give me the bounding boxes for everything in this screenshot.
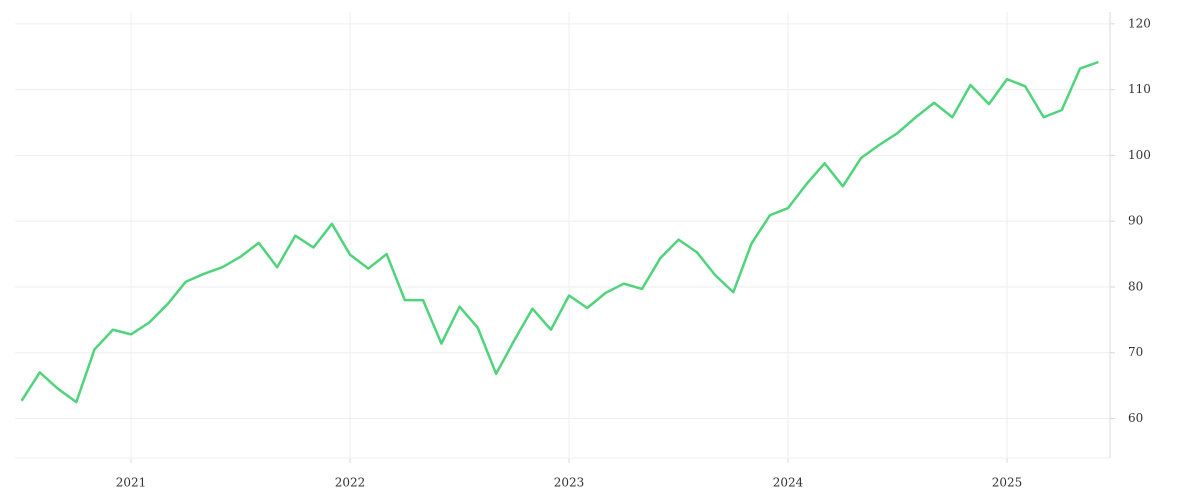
data-line <box>20 60 1099 404</box>
y-tick-label: 100 <box>1128 148 1151 162</box>
y-tick-label: 120 <box>1128 16 1151 30</box>
y-tick-label: 60 <box>1128 411 1143 425</box>
x-tick-label: 2021 <box>116 476 147 490</box>
x-tick-label: 2024 <box>773 476 804 490</box>
y-tick-label: 80 <box>1128 279 1143 293</box>
y-tick-label: 110 <box>1128 82 1151 96</box>
x-tick-label: 2022 <box>335 476 366 490</box>
x-tick-label: 2023 <box>554 476 585 490</box>
y-tick-label: 70 <box>1128 345 1143 359</box>
x-tick-label: 2025 <box>992 476 1023 490</box>
y-tick-label: 90 <box>1128 214 1143 228</box>
